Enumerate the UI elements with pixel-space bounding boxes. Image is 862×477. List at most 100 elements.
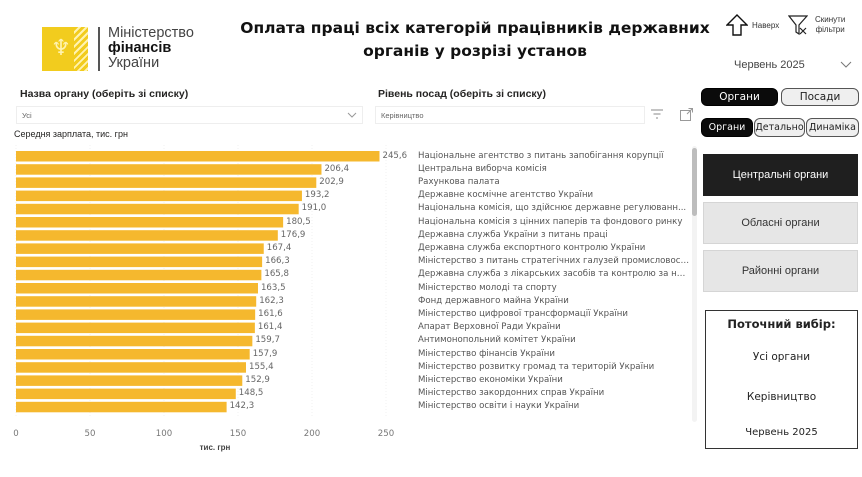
x-tick-label: 50 <box>84 429 96 439</box>
page-title-line-1: Оплата праці всіх категорій працівників … <box>240 19 710 37</box>
page-title: Оплата праці всіх категорій працівників … <box>240 17 710 63</box>
period-dropdown[interactable]: Червень 2025 <box>728 54 858 76</box>
level-dropdown[interactable]: Керівництво <box>375 106 645 124</box>
x-tick-label: 250 <box>377 429 395 439</box>
tab-dynamics[interactable]: Динаміка <box>806 118 859 137</box>
organ-dropdown[interactable]: Усі <box>16 106 363 124</box>
bar-value-label: 176,9 <box>280 229 306 240</box>
organ-dropdown-value: Усі <box>22 110 32 120</box>
chart-scrollbar[interactable] <box>692 146 697 422</box>
x-tick-label: 0 <box>13 429 19 439</box>
bar-category-label[interactable]: Міністерство цифрової трансформації Укра… <box>418 308 628 319</box>
reset-filters-label: Скинути фільтри <box>815 15 845 35</box>
reset-filters-label-line-2: фільтри <box>815 25 845 34</box>
salary-bar-chart: 245,6 206,4 202,9 193,2 191,0 180,5 176,9 167,4… <box>0 145 690 455</box>
central-organs-button[interactable]: Центральні органи <box>703 154 858 196</box>
bar[interactable] <box>16 322 255 334</box>
x-tick-label: 100 <box>155 429 173 439</box>
bar[interactable] <box>16 243 264 254</box>
arrow-up-icon <box>726 14 748 36</box>
bar-value-label: 165,8 <box>264 269 289 280</box>
tab-detailed[interactable]: Детально <box>754 118 805 137</box>
district-organs-button[interactable]: Районні органи <box>703 250 858 292</box>
bar-category-label[interactable]: Державна служба з лікарських засобів та … <box>418 269 690 280</box>
bar[interactable] <box>16 296 257 307</box>
regional-organs-button[interactable]: Обласні органи <box>703 202 858 244</box>
bar-category-label[interactable]: Центральна виборча комісія <box>418 163 547 174</box>
bar[interactable] <box>16 256 263 268</box>
bar-category-label[interactable]: Державне космічне агентство України <box>418 190 594 201</box>
bar-value-label: 202,9 <box>319 176 344 187</box>
logo-divider <box>98 27 100 71</box>
bar-category-label[interactable]: Національна комісія з цінних паперів та … <box>418 216 683 227</box>
bar-value-label: 142,3 <box>229 401 255 412</box>
bar-value-label: 161,4 <box>257 322 283 333</box>
bar[interactable] <box>16 177 317 188</box>
chevron-down-icon <box>347 112 357 118</box>
bar[interactable] <box>16 230 278 241</box>
bar-category-label[interactable]: Міністерство економіки України <box>418 374 563 385</box>
bar[interactable] <box>16 269 262 281</box>
clear-filter-icon <box>788 15 808 36</box>
bar[interactable] <box>16 349 250 360</box>
bar-value-label: 191,0 <box>301 203 327 214</box>
bar[interactable] <box>16 309 256 320</box>
logo-text: Міністерство фінансів України <box>108 26 194 71</box>
bar-category-label[interactable]: Міністерство з питань стратегічних галуз… <box>418 256 690 267</box>
organ-filter-label: Назва органу (оберіть зі списку) <box>20 88 189 100</box>
focus-mode-icon[interactable] <box>679 107 694 122</box>
bar-value-label: 206,4 <box>324 163 350 174</box>
bar-category-label[interactable]: Національне агентство з питань запобіган… <box>418 150 664 161</box>
bar-category-label[interactable]: Антимонопольний комітет України <box>418 335 576 346</box>
chart-scrollbar-thumb[interactable] <box>692 148 697 216</box>
bar[interactable] <box>16 335 253 347</box>
bar-category-label[interactable]: Національна комісія, що здійснює державн… <box>418 203 687 214</box>
current-selection-organs: Усі органи <box>752 351 811 363</box>
current-selection-period: Червень 2025 <box>745 427 818 438</box>
logo-line-2: фінансів <box>108 40 172 56</box>
bar[interactable] <box>16 401 227 413</box>
current-selection-card: Поточний вибір: Усі органи Керівництво Ч… <box>705 310 858 449</box>
bar-value-label: 245,6 <box>382 150 408 161</box>
tab-organs[interactable]: Органи <box>701 118 753 137</box>
bar[interactable] <box>16 164 322 175</box>
toggle-organs[interactable]: Органи <box>701 88 778 106</box>
bar[interactable] <box>16 362 246 373</box>
bar-value-label: 163,5 <box>260 282 286 293</box>
chevron-down-icon <box>840 61 852 68</box>
bar-value-label: 159,7 <box>255 335 280 346</box>
bar[interactable] <box>16 190 302 202</box>
bar-category-label[interactable]: Міністерство освіти і науки України <box>418 401 580 412</box>
reset-filters-button[interactable]: Скинути фільтри <box>788 14 845 36</box>
filter-icon[interactable] <box>650 108 664 120</box>
chart-title: Середня зарплата, тис. грн <box>14 129 128 139</box>
bar-category-label[interactable]: Міністерство молоді та спорту <box>418 282 557 293</box>
current-selection-level: Керівництво <box>746 391 817 403</box>
bar-value-label: 152,9 <box>245 374 270 385</box>
bar-category-label[interactable]: Фонд державного майна України <box>418 295 569 306</box>
scroll-to-top-label: Наверх <box>752 20 780 30</box>
bar[interactable] <box>16 375 243 386</box>
bar-category-label[interactable]: Державна служба експортного контролю Укр… <box>418 242 646 253</box>
bar[interactable] <box>16 388 236 400</box>
bar-category-label[interactable]: Рахункова палата <box>418 176 500 187</box>
scroll-to-top-button[interactable]: Наверх <box>726 14 779 36</box>
bar-value-label: 148,5 <box>238 388 264 399</box>
bar-category-label[interactable]: Міністерство фінансів України <box>418 348 555 359</box>
x-tick-label: 200 <box>303 429 321 439</box>
bar-category-label[interactable]: Міністерство розвитку громад та територі… <box>418 361 655 372</box>
bar[interactable] <box>16 203 299 215</box>
bar[interactable] <box>16 151 380 162</box>
bar-category-label[interactable]: Міністерство закордонних справ України <box>418 388 605 399</box>
level-dropdown-value: Керівництво <box>381 110 424 120</box>
bar-value-label: 166,3 <box>265 256 290 267</box>
bar[interactable] <box>16 283 258 294</box>
toggle-positions[interactable]: Посади <box>781 88 859 106</box>
bar-category-label[interactable]: Апарат Верховної Ради України <box>418 322 561 333</box>
x-axis-title: тис. грн <box>199 443 231 452</box>
logo-line-3: України <box>108 55 160 71</box>
bar-category-label[interactable]: Державна служба України з питань праці <box>418 229 608 240</box>
bar-value-label: 162,3 <box>259 295 284 306</box>
bar[interactable] <box>16 217 284 228</box>
bar-value-label: 180,5 <box>286 216 311 227</box>
